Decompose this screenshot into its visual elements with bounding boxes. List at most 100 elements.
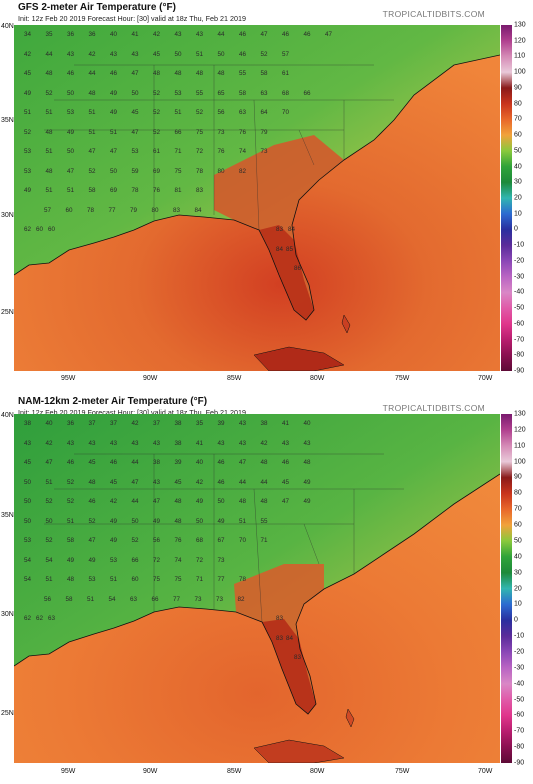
colorbar-tick: 0	[514, 225, 518, 233]
station-temp: 71	[174, 148, 182, 155]
station-temp: 40	[45, 420, 53, 427]
station-temp: 51	[67, 187, 75, 194]
station-temp: 76	[217, 148, 225, 155]
station-temp: 51	[174, 109, 182, 116]
station-temp: 84	[286, 634, 294, 642]
station-temp: 52	[153, 128, 161, 136]
colorbar-tick: 30	[514, 178, 522, 186]
lon-label-70w: 70W	[478, 768, 493, 775]
station-temp: 54	[24, 576, 32, 583]
station-temp: 49	[110, 537, 118, 544]
station-temp: 77	[217, 576, 225, 583]
station-temp: 51	[67, 517, 75, 525]
station-temp: 52	[260, 50, 268, 58]
station-temp: 45	[110, 478, 118, 486]
station-temp: 63	[48, 615, 56, 622]
station-temp: 53	[24, 148, 32, 155]
station-temp: 51	[110, 576, 118, 583]
lat-label-35n: 35N	[1, 117, 14, 124]
colorbar-tick: -30	[514, 664, 525, 672]
station-temp: 83	[173, 206, 181, 214]
temperature-map: 38 40 36 37 37 42 37 38 35 39 43 38 41 40 43 42 43 43 43 43…	[14, 414, 500, 763]
station-temp: 52	[131, 537, 139, 544]
station-temp: 73	[217, 556, 225, 564]
station-temp: 51	[239, 517, 247, 525]
station-temp: 70	[282, 109, 290, 116]
station-temp: 48	[174, 517, 182, 525]
station-temp: 82	[239, 167, 247, 175]
station-temp: 71	[196, 576, 204, 583]
station-temp: 83	[294, 654, 302, 661]
station-temp: 82	[237, 595, 245, 603]
station-temp: 47	[67, 167, 75, 175]
station-temp: 38	[260, 420, 268, 427]
station-temp: 43	[174, 31, 182, 38]
station-temp: 60	[131, 576, 139, 583]
colorbar-labels: 130 120 110 100 90 80 70 60 50 40 30 20 10 0 -10 -20 -30…	[514, 22, 533, 375]
station-temp: 56	[153, 537, 161, 544]
station-temp: 38	[153, 459, 161, 466]
station-temp: 52	[88, 517, 96, 525]
station-temp: 42	[131, 420, 139, 427]
station-temp: 41	[131, 31, 139, 38]
station-temp: 53	[174, 89, 182, 97]
station-temp: 55	[196, 89, 204, 97]
station-temp: 46	[239, 31, 247, 38]
station-temp: 69	[153, 167, 161, 175]
station-temp: 52	[45, 89, 53, 97]
station-temp: 52	[153, 109, 161, 116]
colorbar-tick: 130	[514, 410, 526, 418]
station-temp: 76	[153, 187, 161, 194]
station-temp: 43	[131, 439, 139, 447]
colorbar-tick: -50	[514, 696, 525, 704]
station-temp: 43	[303, 439, 311, 447]
station-temp: 60	[36, 226, 44, 233]
colorbar-tick: 10	[514, 210, 522, 218]
station-temp: 48	[67, 576, 75, 583]
station-temp: 48	[260, 498, 268, 505]
station-temp: 51	[88, 128, 96, 136]
station-temp: 43	[88, 439, 96, 447]
lat-label-25n: 25N	[1, 309, 14, 316]
brand-watermark: TROPICALTIDBITS.COM	[382, 403, 485, 413]
lon-label-80w: 80W	[310, 375, 325, 382]
panel-title: NAM-12km 2-meter Air Temperature (°F)	[18, 396, 208, 407]
colorbar-tick: 100	[514, 458, 526, 466]
colorbar-tick: -20	[514, 648, 525, 656]
colorbar-tick: -20	[514, 257, 525, 265]
station-temp: 46	[282, 459, 290, 466]
station-temp: 35	[45, 31, 53, 38]
station-temp: 60	[48, 226, 56, 233]
gfs-panel: GFS 2-meter Air Temperature (°F) Init: 1…	[1, 2, 533, 382]
colorbar-tick: 70	[514, 115, 522, 123]
station-temp: 36	[88, 31, 96, 38]
colorbar-tick: -40	[514, 680, 525, 688]
station-temp: 39	[217, 420, 225, 427]
colorbar-tick: 20	[514, 194, 522, 202]
station-temp: 78	[239, 576, 247, 583]
colorbar-tick: 70	[514, 505, 522, 513]
colorbar	[501, 414, 512, 763]
station-temp: 46	[303, 31, 311, 38]
station-temp: 68	[282, 89, 290, 97]
brand-watermark: TROPICALTIDBITS.COM	[382, 9, 485, 19]
station-temp: 46	[110, 70, 118, 77]
colorbar-tick: 20	[514, 585, 522, 592]
station-temp: 84	[194, 206, 202, 214]
station-temp: 50	[67, 148, 75, 155]
station-temp: 50	[24, 478, 32, 486]
station-temp: 83	[276, 634, 284, 642]
station-temp: 48	[217, 70, 225, 77]
station-temp: 56	[217, 109, 225, 116]
colorbar	[501, 25, 512, 371]
station-temp: 47	[88, 148, 96, 155]
station-temp: 45	[153, 50, 161, 58]
station-temp: 75	[153, 576, 161, 583]
colorbar-tick: 60	[514, 521, 522, 529]
station-temp: 46	[217, 478, 225, 486]
colorbar-tick: 100	[514, 68, 526, 76]
lon-label-70w: 70W	[478, 375, 493, 382]
station-temp: 76	[174, 537, 182, 544]
station-temp: 55	[239, 70, 247, 77]
station-temp: 53	[110, 556, 118, 564]
